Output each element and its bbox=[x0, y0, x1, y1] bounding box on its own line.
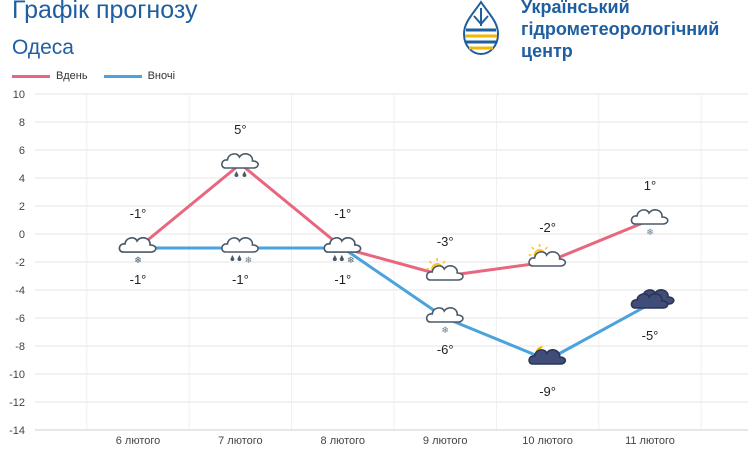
cloud-snow-icon: ❄ bbox=[630, 208, 669, 238]
night-temp-label: -1° bbox=[232, 272, 249, 287]
snowflake: ❄ bbox=[646, 228, 654, 238]
y-tick-label: 10 bbox=[13, 89, 25, 101]
snowflake: ❄ bbox=[134, 256, 142, 266]
y-tick-label: 2 bbox=[19, 201, 25, 213]
day-temp-label: -1° bbox=[334, 206, 351, 221]
day-temp-label: -1° bbox=[130, 206, 147, 221]
sun-ray bbox=[531, 246, 535, 250]
snowflake: ❄ bbox=[441, 326, 449, 336]
y-tick-label: -14 bbox=[9, 425, 25, 437]
y-tick-label: -12 bbox=[9, 397, 25, 409]
cloud-rain-icon bbox=[221, 152, 259, 177]
org-line-3: центр bbox=[521, 41, 573, 61]
cloud-rain-snow-icon: ❄ bbox=[221, 236, 259, 266]
cloud-shape bbox=[425, 264, 464, 281]
org-line-2: гідрометеорологічний bbox=[521, 19, 720, 39]
night-temp-label: -9° bbox=[539, 384, 556, 399]
legend-label-day: Вдень bbox=[56, 70, 88, 82]
night-temp-label: -6° bbox=[437, 342, 454, 357]
raindrop bbox=[332, 255, 337, 261]
series-line-day bbox=[137, 162, 651, 278]
x-tick-label: 6 лютого bbox=[116, 435, 161, 447]
day-temp-label: -2° bbox=[539, 220, 556, 235]
night-temp-label: -1° bbox=[334, 272, 351, 287]
sun-cloud-icon bbox=[425, 258, 464, 281]
y-tick-label: -6 bbox=[15, 313, 25, 325]
raindrop bbox=[339, 255, 344, 261]
cloud-shape bbox=[630, 292, 669, 309]
cloud-shape bbox=[118, 236, 157, 253]
cloud-shape bbox=[221, 152, 259, 169]
dark-clouds-icon bbox=[630, 288, 675, 309]
y-tick-label: 6 bbox=[19, 145, 25, 157]
night-temp-label: -5° bbox=[642, 328, 659, 343]
cloud-snow-icon: ❄ bbox=[425, 306, 464, 336]
cloud-shape bbox=[630, 208, 669, 225]
sun-ray bbox=[428, 260, 433, 264]
legend-label-night: Вночі bbox=[147, 70, 176, 82]
legend-item-night: Вночі bbox=[103, 70, 176, 82]
legend-swatch-day bbox=[12, 74, 50, 78]
cloud-shape bbox=[528, 348, 567, 365]
moon-cloud-icon bbox=[528, 345, 567, 365]
x-tick-label: 7 лютого bbox=[218, 435, 263, 447]
cloud-shape bbox=[528, 250, 567, 267]
snowflake: ❄ bbox=[245, 256, 253, 266]
legend-swatch-night bbox=[103, 74, 142, 78]
raindrop bbox=[234, 171, 239, 177]
y-tick-label: 4 bbox=[19, 173, 25, 185]
raindrop bbox=[230, 255, 235, 261]
sun-ray bbox=[442, 260, 446, 264]
chart-title: Графік прогнозу bbox=[12, 0, 198, 24]
x-tick-label: 11 лютого bbox=[625, 435, 675, 447]
raindrop bbox=[242, 171, 247, 177]
y-tick-label: -10 bbox=[9, 369, 25, 381]
org-name: Український гідрометеорологічний центр bbox=[521, 0, 719, 62]
y-tick-label: -8 bbox=[15, 341, 25, 353]
ugmc-logo-icon bbox=[462, 0, 500, 56]
snowflake: ❄ bbox=[134, 256, 142, 266]
cloud-rain-snow-icon: ❄ bbox=[323, 236, 362, 266]
snowflake: ❄ bbox=[347, 256, 355, 266]
day-temp-label: -3° bbox=[437, 234, 454, 249]
x-tick-label: 9 лютого bbox=[423, 435, 468, 447]
sun-cloud-icon bbox=[528, 244, 567, 267]
x-tick-label: 8 лютого bbox=[321, 435, 366, 447]
chart-legend: Вдень Вночі bbox=[12, 70, 191, 82]
city-subtitle: Одеса bbox=[12, 36, 74, 59]
org-line-1: Український bbox=[521, 0, 630, 17]
cloud-shape bbox=[323, 236, 362, 253]
day-temp-label: 5° bbox=[234, 122, 246, 137]
cloud-shape bbox=[221, 236, 259, 253]
y-tick-label: 8 bbox=[19, 117, 25, 129]
y-tick-label: -2 bbox=[15, 257, 25, 269]
cloud-shape bbox=[425, 306, 464, 323]
raindrop bbox=[237, 255, 242, 261]
y-tick-label: 0 bbox=[19, 229, 25, 241]
snowflake: ❄ bbox=[347, 256, 355, 266]
legend-item-day: Вдень bbox=[12, 70, 88, 82]
sun-ray bbox=[544, 246, 548, 250]
day-temp-label: 1° bbox=[644, 178, 656, 193]
cloud-snow-icon: ❄ bbox=[118, 236, 157, 266]
night-temp-label: -1° bbox=[130, 272, 147, 287]
y-tick-label: -4 bbox=[15, 285, 25, 297]
x-tick-label: 10 лютого bbox=[522, 435, 573, 447]
